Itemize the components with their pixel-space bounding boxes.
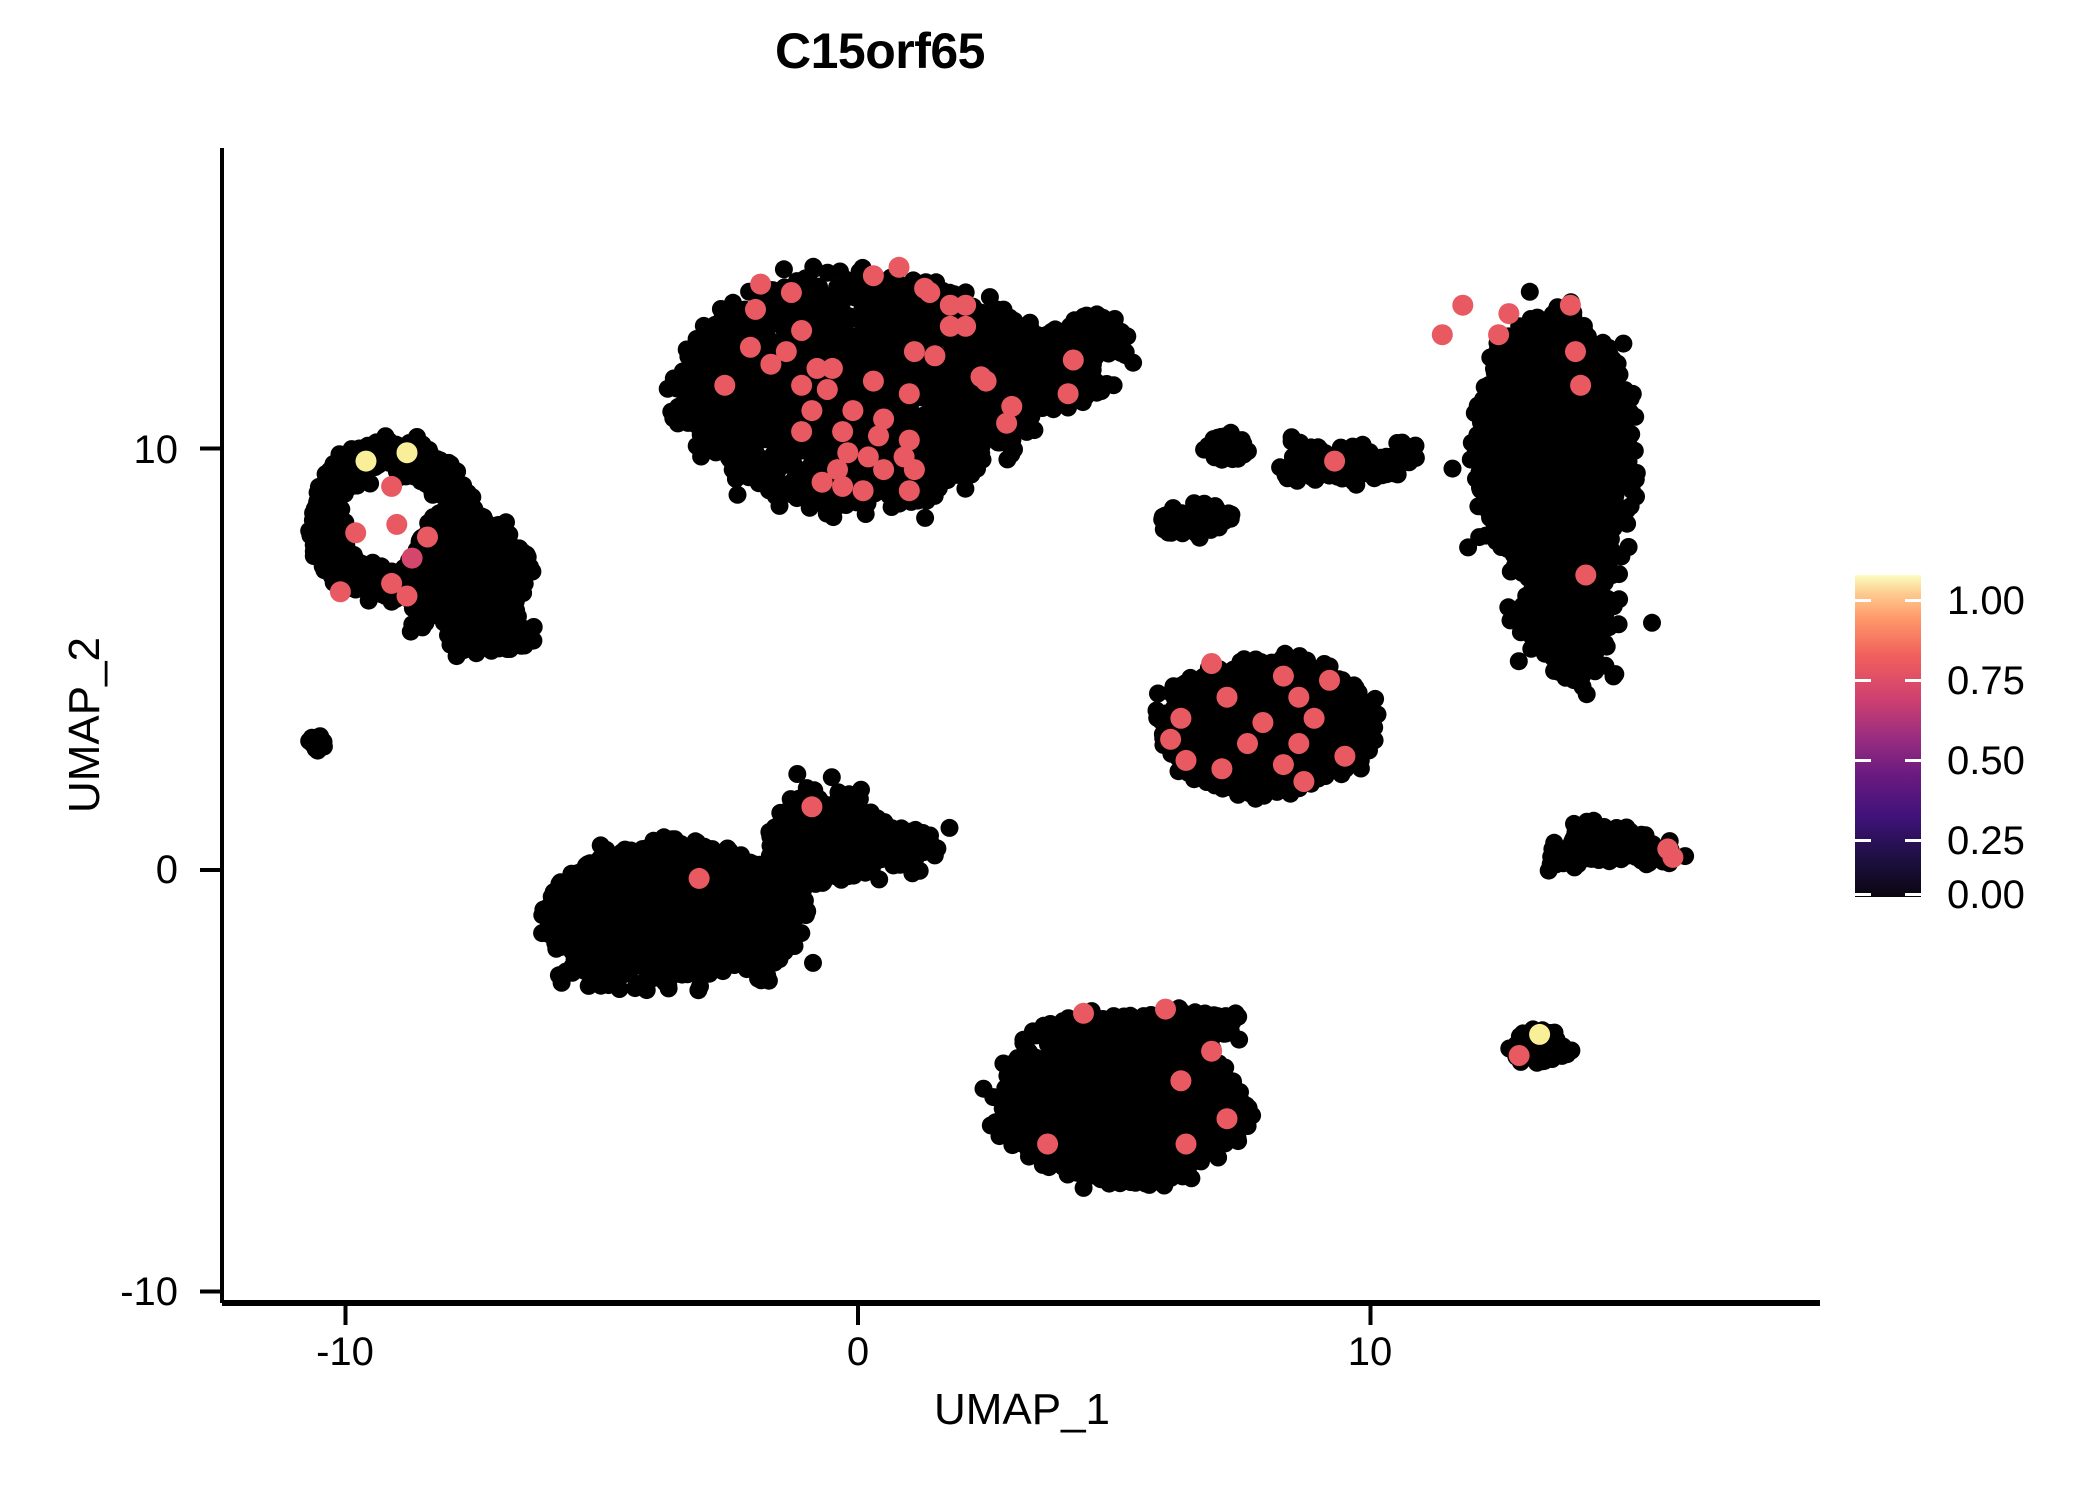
scatter-point	[765, 483, 784, 502]
scatter-point	[325, 543, 344, 562]
scatter-point	[1600, 447, 1619, 466]
scatter-point	[728, 485, 747, 504]
scatter-point	[761, 426, 780, 445]
scatter-point	[692, 345, 711, 364]
scatter-point	[972, 437, 991, 456]
scatter-point	[424, 508, 442, 527]
scatter-point	[1594, 394, 1612, 412]
scatter-point	[819, 312, 837, 331]
scatter-point	[954, 388, 973, 407]
scatter-point	[352, 561, 371, 580]
scatter-point	[956, 479, 975, 498]
scatter-point	[691, 361, 709, 380]
scatter-point	[464, 510, 483, 529]
scatter-point	[471, 531, 490, 550]
scatter-point	[1520, 282, 1539, 301]
scatter-point	[690, 387, 709, 406]
scatter-point	[1002, 445, 1021, 464]
scatter-point	[1182, 506, 1201, 525]
scatter-point	[746, 443, 765, 462]
scatter-point	[305, 731, 324, 750]
scatter-point	[445, 467, 464, 486]
page-title: C15orf65	[775, 23, 986, 79]
scatter-point	[1215, 505, 1234, 524]
scatter-point	[740, 358, 758, 377]
scatter-point	[1017, 422, 1036, 441]
scatter-point	[1593, 373, 1612, 392]
scatter-point	[814, 288, 833, 307]
scatter-point	[725, 443, 744, 462]
scatter-point	[818, 263, 837, 282]
scatter-point	[730, 389, 749, 408]
scatter-point	[872, 346, 891, 365]
scatter-point	[489, 536, 508, 555]
scatter-point	[1498, 368, 1517, 387]
scatter-point	[1533, 369, 1552, 388]
scatter-point	[330, 445, 349, 464]
scatter-point	[984, 301, 1002, 319]
scatter-point	[1621, 403, 1640, 422]
scatter-point	[1222, 438, 1241, 457]
scatter-point	[957, 429, 976, 448]
scatter-point	[1509, 337, 1528, 356]
scatter-point	[968, 459, 986, 478]
scatter-point	[1288, 471, 1307, 490]
scatter-point	[451, 483, 470, 502]
scatter-point	[691, 413, 710, 432]
scatter-point	[1525, 386, 1544, 405]
scatter-point	[731, 312, 750, 331]
scatter-point	[1535, 322, 1554, 341]
scatter-point	[1492, 401, 1511, 420]
scatter-point	[853, 300, 872, 319]
scatter-point	[848, 337, 867, 356]
scatter-point	[1618, 514, 1637, 533]
scatter-point	[835, 269, 854, 288]
scatter-point	[728, 460, 747, 478]
scatter-point	[1199, 518, 1218, 537]
scatter-point	[1465, 404, 1484, 422]
scatter-point	[769, 380, 788, 399]
data-points-layer	[300, 256, 1695, 1197]
scatter-point	[885, 278, 904, 297]
scatter-point	[700, 437, 719, 456]
scatter-point	[1575, 325, 1594, 344]
scatter-point	[423, 485, 442, 504]
scatter-point	[310, 496, 329, 515]
scatter-point	[497, 513, 515, 532]
scatter-point	[1529, 405, 1548, 424]
scatter-point	[923, 310, 942, 329]
scatter-point	[309, 514, 328, 533]
scatter-point	[668, 401, 687, 420]
scatter-point	[711, 336, 730, 355]
scatter-point	[326, 480, 345, 499]
scatter-point	[777, 307, 796, 326]
scatter-point	[885, 315, 904, 334]
scatter-point	[1548, 425, 1566, 444]
scatter-point	[442, 508, 461, 527]
scatter-point	[513, 543, 532, 562]
scatter-point	[741, 419, 760, 437]
scatter-point	[706, 315, 724, 334]
scatter-point	[774, 260, 793, 279]
scatter-point	[916, 508, 935, 527]
scatter-point	[923, 453, 942, 472]
scatter-point	[785, 393, 803, 412]
scatter-point	[925, 430, 944, 449]
scatter-point	[754, 398, 773, 416]
scatter-point	[922, 471, 941, 490]
scatter-point	[1594, 344, 1613, 363]
scatter-point	[1595, 414, 1614, 433]
scatter-point	[817, 504, 836, 523]
scatter-point	[800, 498, 819, 517]
scatter-point	[1513, 414, 1532, 433]
scatter-point	[1394, 435, 1413, 454]
scatter-point	[1622, 481, 1641, 500]
